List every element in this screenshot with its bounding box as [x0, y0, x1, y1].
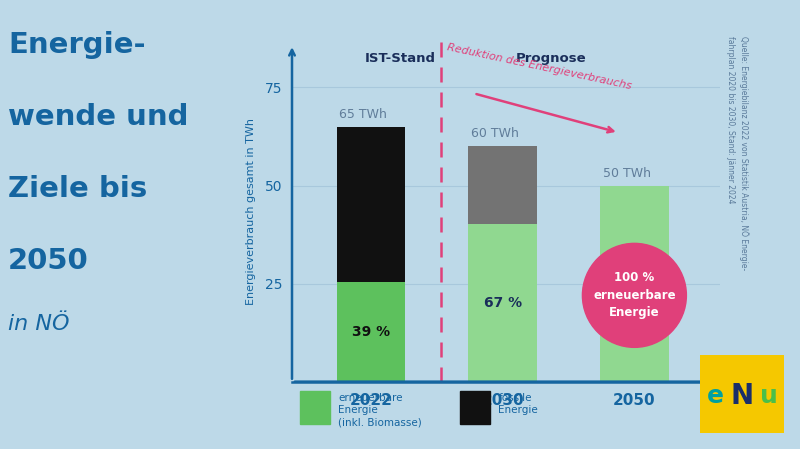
Text: wende und: wende und [8, 103, 189, 131]
Y-axis label: Energieverbrauch gesamt in TWh: Energieverbrauch gesamt in TWh [246, 118, 257, 304]
Text: 2050: 2050 [8, 247, 89, 275]
Text: fossile
Energie: fossile Energie [498, 393, 538, 415]
Bar [469, 224, 537, 382]
Text: Ziele bis: Ziele bis [8, 175, 147, 203]
Text: Energie-: Energie- [8, 31, 146, 59]
Text: erneuerbare
Energie
(inkl. Biomasse): erneuerbare Energie (inkl. Biomasse) [338, 393, 422, 428]
Text: 39 %: 39 % [352, 325, 390, 339]
Text: 100 %
erneuerbare
Energie: 100 % erneuerbare Energie [593, 271, 676, 319]
Text: Quelle: Energiebilanz 2022 von Statistik Austria, NÖ Energie-
fahrplan 2020 bis : Quelle: Energiebilanz 2022 von Statistik… [726, 36, 749, 270]
Text: u: u [760, 383, 778, 408]
Text: IST-Stand: IST-Stand [365, 52, 435, 65]
Text: 50 TWh: 50 TWh [602, 167, 650, 180]
Text: in NÖ: in NÖ [8, 314, 70, 335]
Text: 60 TWh: 60 TWh [471, 128, 519, 141]
Text: 67 %: 67 % [484, 296, 522, 310]
Text: Prognose: Prognose [516, 52, 586, 65]
Text: 65 TWh: 65 TWh [339, 108, 387, 121]
Bar [337, 127, 406, 282]
Ellipse shape [582, 243, 686, 348]
Text: N: N [730, 382, 754, 409]
Bar [337, 282, 406, 382]
Text: Reduktion des Energieverbrauchs: Reduktion des Energieverbrauchs [446, 42, 633, 92]
Bar [469, 146, 537, 224]
Bar [600, 185, 669, 382]
Text: e: e [706, 383, 724, 408]
